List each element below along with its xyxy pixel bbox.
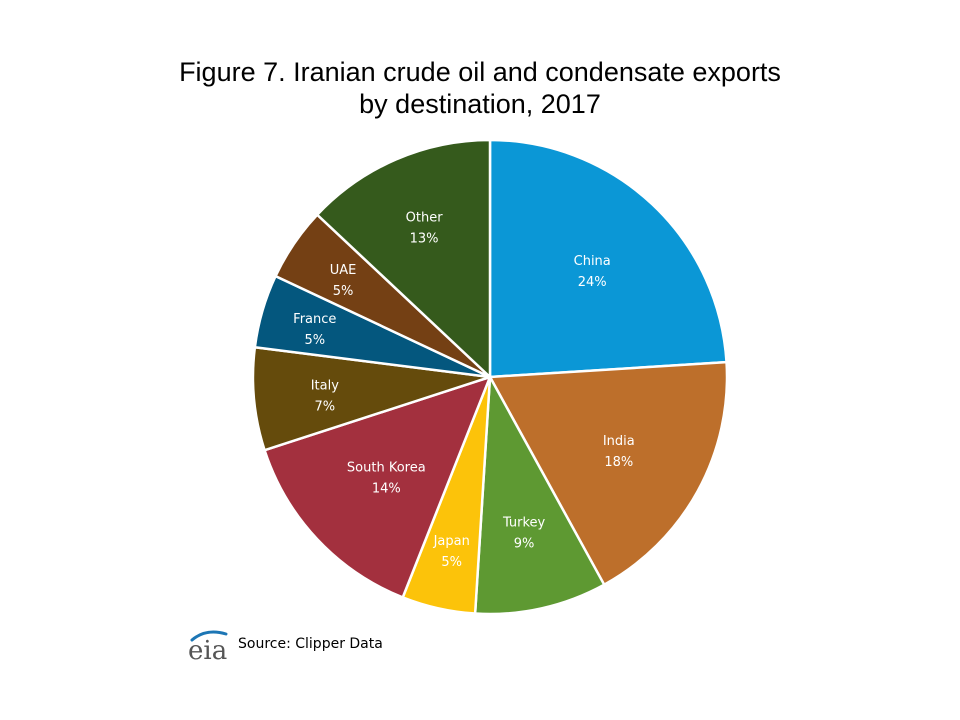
slice-label-other: Other	[406, 211, 444, 226]
pie-slice-other	[315, 138, 492, 379]
slice-value-india: 18%	[604, 455, 633, 470]
slice-label-italy: Italy	[311, 379, 340, 394]
pie-slice-turkey	[473, 375, 606, 616]
chart-title-line-2: by destination, 2017	[359, 89, 601, 119]
pie-slice-india	[488, 360, 729, 586]
pie-slice-china	[488, 138, 728, 379]
slice-label-india: India	[603, 434, 635, 449]
slice-label-turkey: Turkey	[502, 516, 546, 531]
slice-value-china: 24%	[578, 275, 607, 290]
slice-value-italy: 7%	[314, 400, 335, 415]
slice-label-south-korea: South Korea	[347, 460, 426, 475]
chart-footer: eia Source: Clipper Data	[186, 624, 383, 664]
slice-value-japan: 5%	[441, 555, 462, 570]
source-note: Source: Clipper Data	[238, 636, 383, 652]
slice-value-other: 13%	[410, 232, 439, 247]
slice-value-uae: 5%	[333, 284, 354, 299]
slice-value-turkey: 9%	[514, 537, 535, 552]
chart-title-line-1: Figure 7. Iranian crude oil and condensa…	[179, 57, 781, 87]
pie-slice-italy	[251, 346, 492, 452]
slice-value-south-korea: 14%	[372, 481, 401, 496]
chart-title: Figure 7. Iranian crude oil and condensa…	[0, 56, 960, 120]
slice-label-france: France	[293, 312, 336, 327]
slice-label-japan: Japan	[433, 534, 470, 549]
eia-logo-icon: eia	[186, 626, 232, 662]
slice-value-france: 5%	[304, 333, 325, 348]
slice-label-uae: UAE	[330, 263, 357, 278]
svg-text:eia: eia	[188, 636, 227, 662]
slice-label-china: China	[574, 254, 611, 269]
